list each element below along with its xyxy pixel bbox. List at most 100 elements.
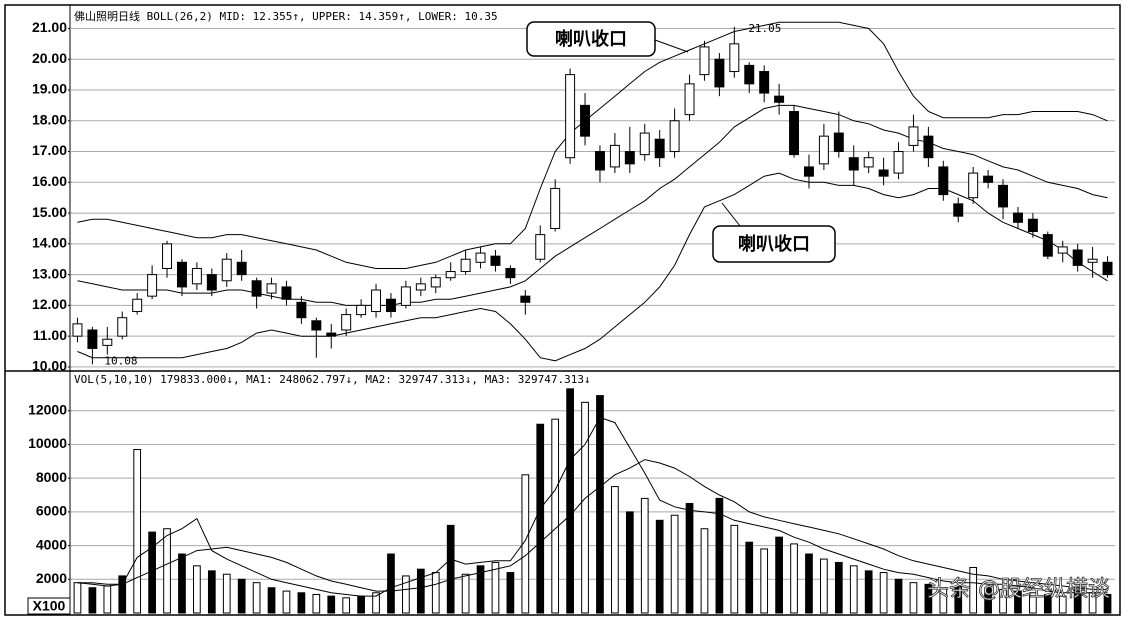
candle-body [400,286,411,306]
callout-box [712,225,836,263]
volume-bar [596,395,604,614]
volume-bar [267,587,276,614]
volume-bar [879,572,888,614]
callout-text: 喇叭收口 [555,28,627,50]
candle-body [311,320,322,331]
volume-bar [88,587,97,614]
volume-bar [820,558,828,614]
candle-body [326,332,337,337]
candle-body [445,271,456,279]
y-tick-label: 20.00 [32,50,67,66]
volume-bar [237,578,246,614]
volume-bar [1043,593,1052,614]
volume-bar [640,497,649,614]
volume-bar [506,572,515,614]
candle-body [117,317,128,337]
y-tick-label: 10000 [28,435,67,451]
volume-bar [581,401,589,614]
candle-body [1027,218,1038,233]
volume-bar [611,486,619,614]
candle-body [356,304,367,316]
volume-bar [685,502,694,614]
candle-body [1087,258,1098,263]
candle-body [1057,246,1068,254]
volume-bar [864,570,873,614]
volume-bar [402,575,410,614]
candle-body [221,258,232,282]
volume-bar [148,531,156,614]
candle-body [998,184,1009,208]
candle-body [923,135,934,159]
y-tick-label: 16.00 [32,173,67,189]
volume-bar [1014,590,1022,614]
volume-bar [924,583,933,614]
volume-bar [1058,595,1067,614]
candle-body [565,74,576,159]
callout-pointer [654,39,689,53]
y-tick-label: 18.00 [32,111,67,127]
candle-body [744,64,755,85]
candle-body [878,169,889,177]
candle-body [1012,212,1023,223]
callout: 喇叭收口 [526,21,689,57]
volume-bar [1103,593,1112,614]
volume-bar [476,565,485,614]
volume-bar [745,541,754,614]
candle-body [475,252,486,263]
candle-body [684,83,695,116]
low-label: 10.08 [104,354,137,367]
volume-bar [805,553,813,614]
candle-body [654,138,665,159]
volume-bar [700,528,709,614]
candle-body [1102,261,1113,276]
y-tick-label: 8000 [36,469,67,485]
volume-bar [775,536,783,614]
y-tick-label: 12000 [28,401,67,417]
candle-body [415,283,426,291]
y-tick-label: 19.00 [32,81,67,97]
y-tick-label: 2000 [36,570,67,586]
candle-body [147,274,158,297]
candle-body [968,172,979,199]
candle-body [132,298,143,313]
candle-body [385,298,396,313]
watermark: 头条 @股经纵横谈 [927,577,1110,602]
y-tick-label: 15.00 [32,204,67,220]
volume-bar [73,582,82,614]
candle-body [1072,249,1083,266]
candle-body [774,95,785,103]
candle-body [102,338,113,346]
volume-bar [446,524,455,614]
volume-bar [939,587,948,614]
candle-body [281,286,292,300]
volume-bar [207,570,216,614]
band-line [77,104,1108,306]
volume-bar [536,423,545,614]
candle-body [236,261,247,276]
callout: 喇叭收口 [712,202,836,263]
volume-bar [282,590,291,614]
volume-bar [416,568,425,614]
volume-bar [566,388,574,614]
callout-pointer [721,202,741,227]
volume-bar [372,592,380,614]
candle-body [341,314,352,331]
candle-body [848,157,859,171]
candle-body [594,151,605,171]
volume-bar [849,565,858,614]
candle-body [714,58,725,88]
volume-bar [342,597,351,614]
candle-body [191,267,202,285]
candle-body [624,151,635,165]
volume-bar [431,572,440,614]
unit-box [27,597,71,615]
y-tick-label: 13.00 [32,265,67,281]
candle-body [759,71,770,94]
candle-body [162,243,173,269]
candle-body [789,111,800,156]
candle-body [460,258,471,273]
y-tick-label: 10.00 [32,358,67,374]
band-line [77,172,1108,362]
